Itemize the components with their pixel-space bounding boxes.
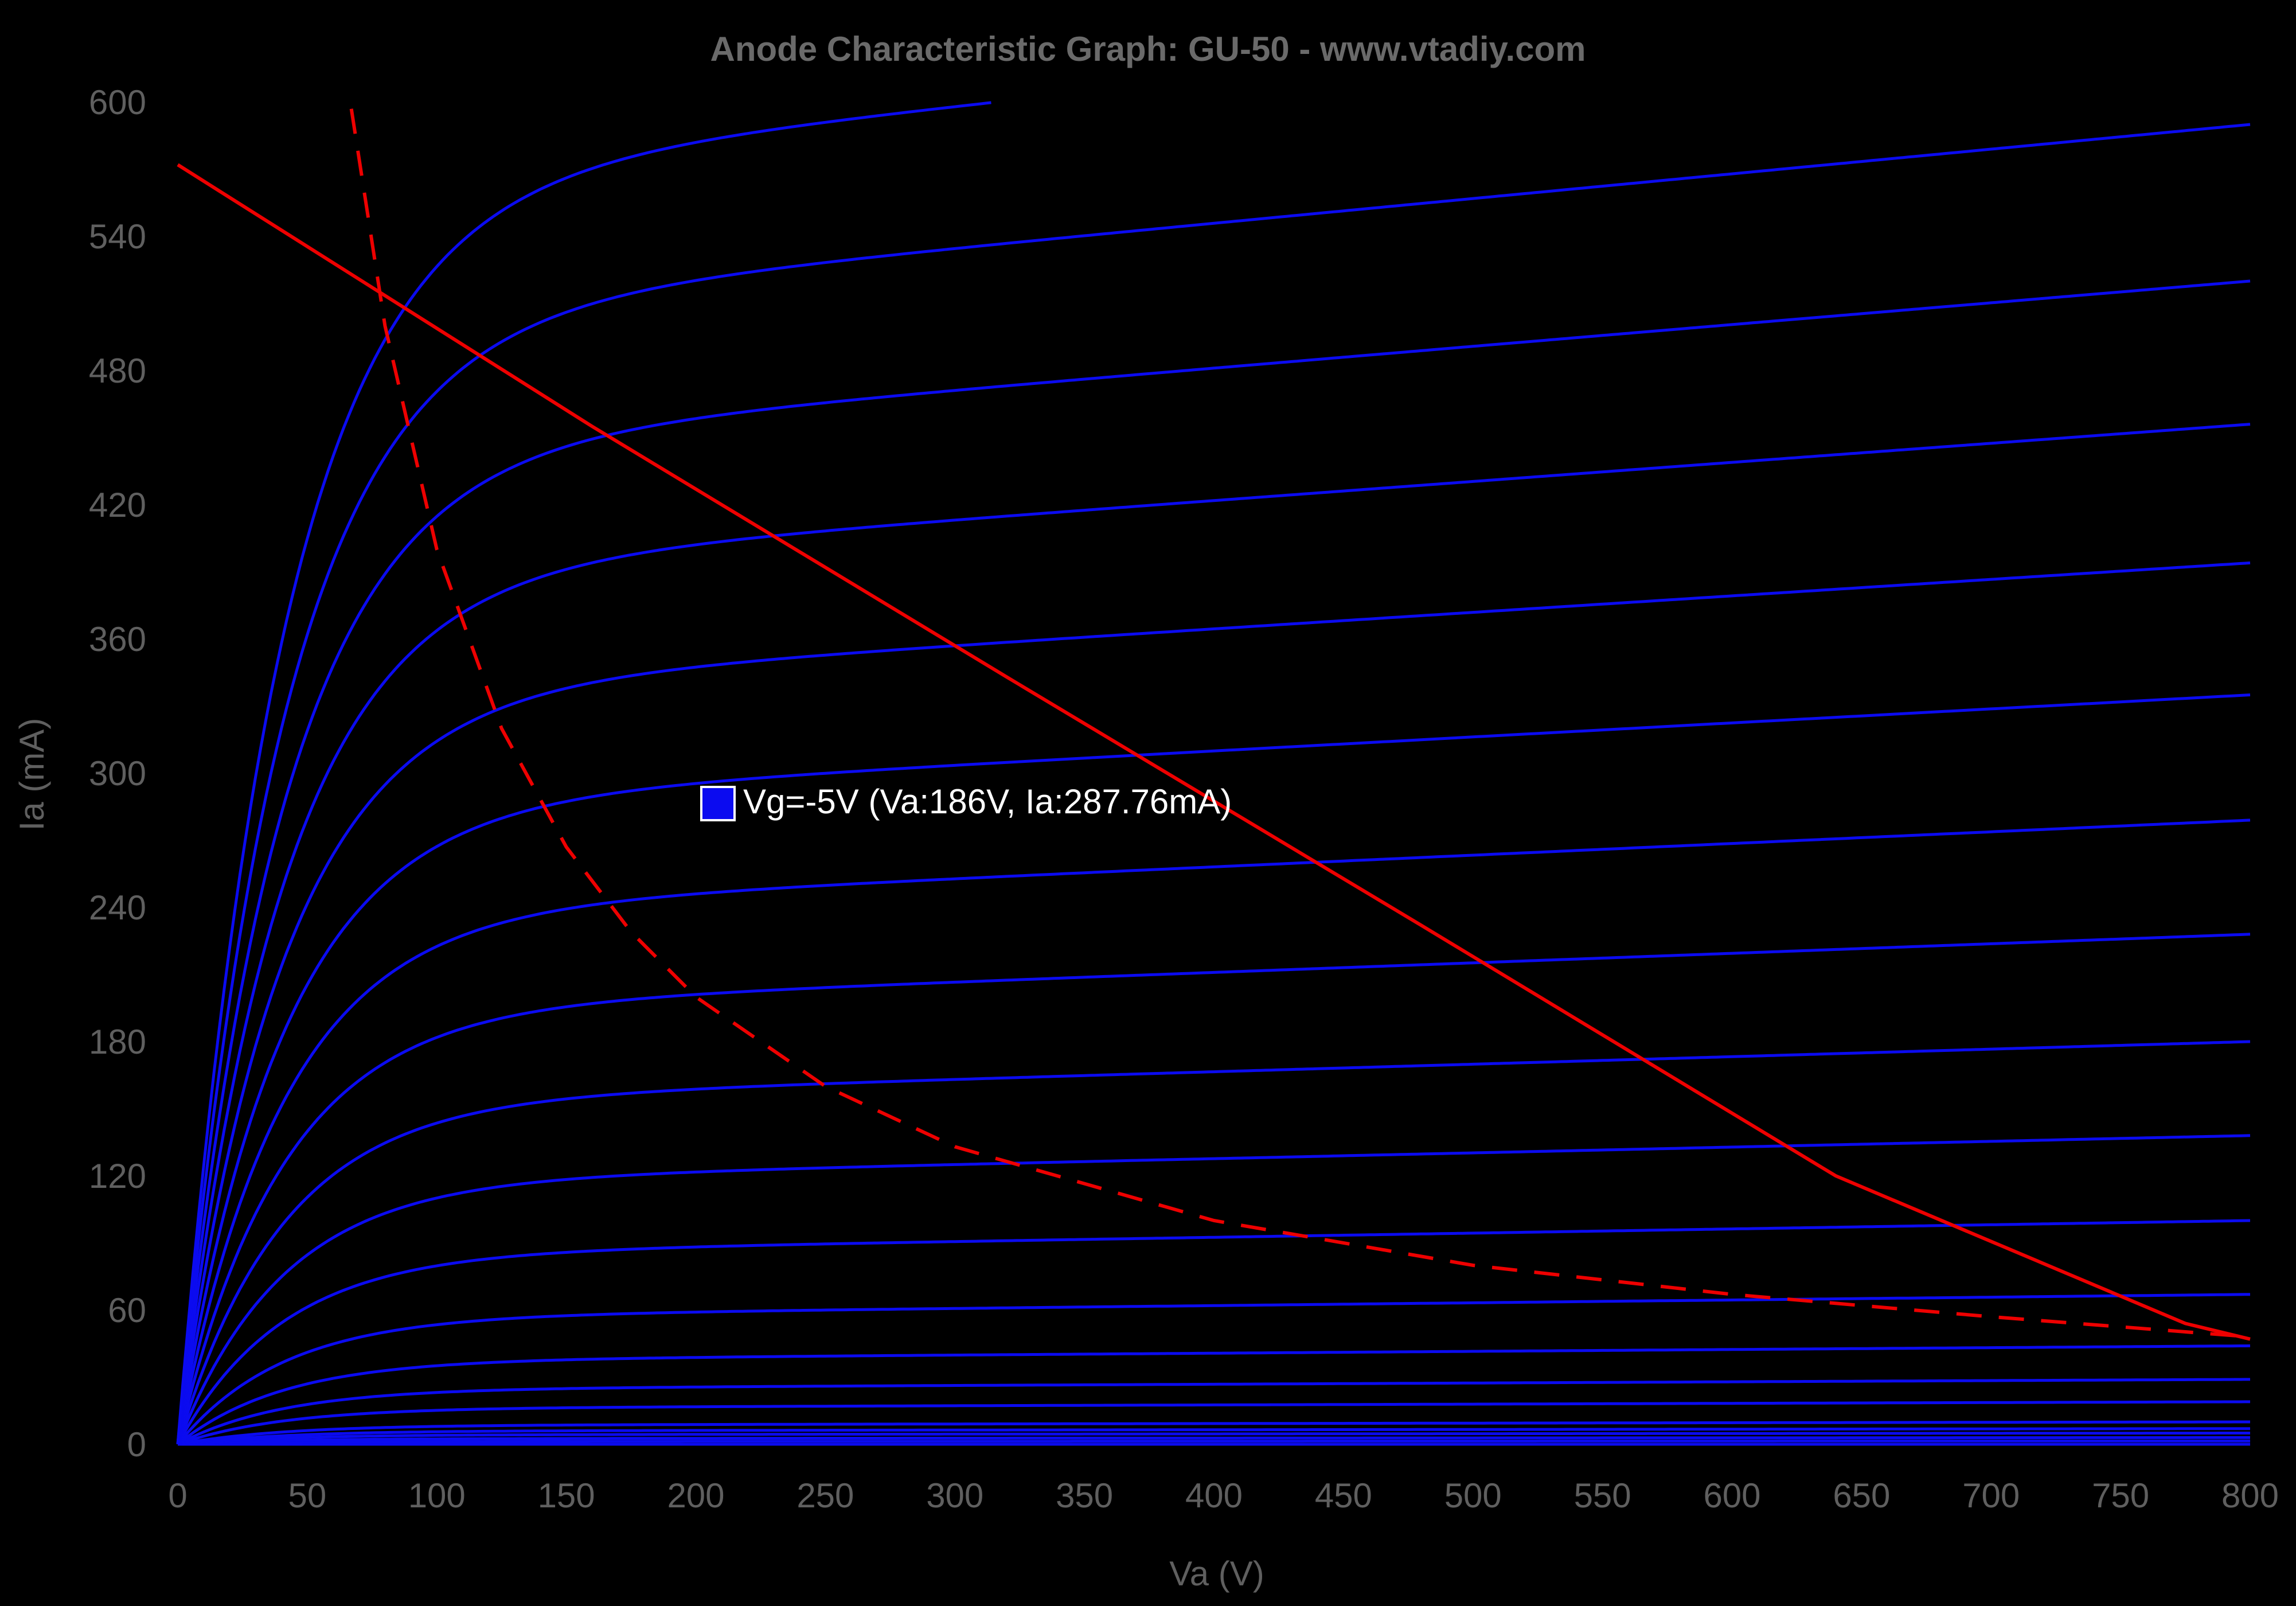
anode-curve bbox=[177, 1420, 2250, 1446]
chart-title: Anode Characteristic Graph: GU-50 - www.… bbox=[710, 30, 1586, 68]
x-tick-label: 700 bbox=[1962, 1476, 2020, 1515]
y-tick-label: 240 bbox=[89, 888, 146, 927]
anode-curve bbox=[176, 423, 2251, 1445]
x-tick-label: 450 bbox=[1315, 1476, 1372, 1515]
x-tick-label: 500 bbox=[1444, 1476, 1502, 1515]
anode-curve bbox=[177, 1378, 2250, 1446]
x-tick-label: 550 bbox=[1574, 1476, 1631, 1515]
y-axis-title: Ia (mA) bbox=[13, 718, 51, 831]
anode-curves bbox=[176, 101, 2251, 1446]
x-axis-tick-labels: 0 50 100 150 200 250 300 350 400 450 500 550 600 650 7… bbox=[168, 1476, 2279, 1515]
y-tick-label: 60 bbox=[108, 1291, 146, 1330]
overlay-lines bbox=[177, 108, 2251, 1341]
anode-curve bbox=[176, 1134, 2251, 1445]
anode-curve bbox=[176, 933, 2251, 1445]
y-tick-label: 540 bbox=[89, 217, 146, 256]
anode-curve bbox=[176, 101, 991, 1445]
y-tick-label: 480 bbox=[89, 352, 146, 390]
x-tick-label: 600 bbox=[1703, 1476, 1760, 1515]
x-tick-label: 750 bbox=[2092, 1476, 2149, 1515]
anode-curve bbox=[177, 1436, 2250, 1446]
x-tick-label: 650 bbox=[1833, 1476, 1890, 1515]
anode-curve bbox=[177, 1344, 2251, 1445]
x-tick-label: 400 bbox=[1185, 1476, 1243, 1515]
anode-curve bbox=[176, 561, 2251, 1445]
y-tick-label: 360 bbox=[89, 620, 146, 658]
max-dissipation-curve bbox=[349, 108, 2251, 1339]
y-tick-label: 180 bbox=[89, 1023, 146, 1061]
anode-curve bbox=[177, 1439, 2250, 1446]
x-tick-label: 50 bbox=[288, 1476, 327, 1515]
anode-curve bbox=[176, 1040, 2251, 1445]
load-line bbox=[177, 163, 2251, 1341]
x-tick-label: 150 bbox=[538, 1476, 595, 1515]
x-tick-label: 0 bbox=[168, 1476, 187, 1515]
anode-curve bbox=[177, 1427, 2250, 1446]
x-tick-label: 100 bbox=[408, 1476, 466, 1515]
x-tick-label: 800 bbox=[2221, 1476, 2279, 1515]
y-tick-label: 120 bbox=[89, 1157, 146, 1195]
y-axis-tick-labels: 0 60 120 180 240 300 360 420 480 540 600 bbox=[89, 83, 146, 1464]
y-tick-label: 600 bbox=[89, 83, 146, 122]
x-tick-label: 200 bbox=[667, 1476, 724, 1515]
tooltip-series-marker bbox=[700, 786, 736, 821]
x-tick-label: 350 bbox=[1056, 1476, 1113, 1515]
anode-curve bbox=[177, 1400, 2250, 1446]
hover-tooltip: Vg=-5V (Va:186V, Ia:287.76mA) bbox=[700, 782, 1232, 821]
anode-curve bbox=[176, 123, 2251, 1445]
y-tick-label: 0 bbox=[127, 1425, 146, 1464]
anode-curve bbox=[176, 818, 2251, 1445]
tooltip-text: Vg=-5V (Va:186V, Ia:287.76mA) bbox=[743, 782, 1232, 821]
x-tick-label: 250 bbox=[796, 1476, 854, 1515]
anode-curve bbox=[177, 1432, 2250, 1446]
x-axis-title: Va (V) bbox=[1169, 1554, 1264, 1593]
anode-curve bbox=[176, 693, 2251, 1445]
anode-curve bbox=[177, 1293, 2251, 1445]
anode-curve bbox=[176, 279, 2251, 1445]
anode-curve bbox=[176, 1219, 2251, 1445]
y-tick-label: 300 bbox=[89, 754, 146, 793]
y-tick-label: 420 bbox=[89, 486, 146, 524]
x-tick-label: 300 bbox=[926, 1476, 983, 1515]
